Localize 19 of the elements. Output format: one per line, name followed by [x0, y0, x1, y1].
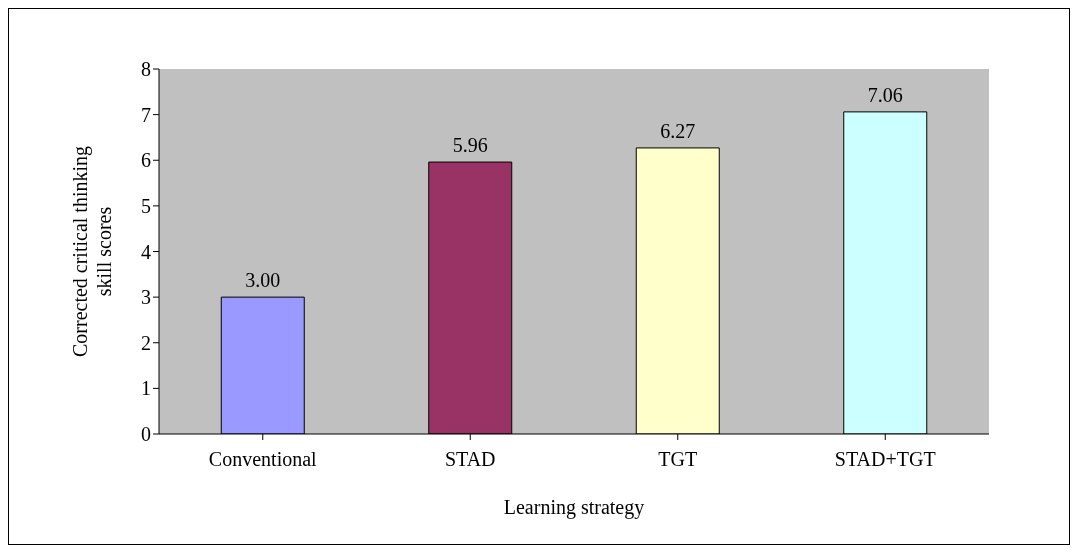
- x-axis-title: Learning strategy: [503, 496, 645, 519]
- y-tick-label: 3: [141, 286, 151, 309]
- x-tick-label: TGT: [658, 448, 698, 471]
- y-tick-label: 8: [141, 58, 151, 81]
- y-tick-label: 4: [141, 240, 151, 263]
- data-label: 6.27: [660, 119, 696, 142]
- x-tick-label: STAD: [444, 448, 496, 471]
- y-tick-label: 6: [141, 149, 151, 172]
- data-label: 5.96: [452, 134, 488, 157]
- y-axis-title: Corrected critical thinking skill scores: [69, 145, 115, 358]
- y-tick-label: 0: [141, 423, 151, 446]
- y-tick-label: 2: [141, 331, 151, 354]
- y-tick-label: 7: [141, 103, 151, 126]
- x-tick-label: Conventional: [208, 448, 318, 471]
- x-tick-label: STAD+TGT: [834, 448, 936, 471]
- y-tick-label: 1: [141, 377, 151, 400]
- data-label: 7.06: [867, 83, 903, 106]
- y-tick-label: 5: [141, 194, 151, 217]
- data-label: 3.00: [245, 269, 281, 292]
